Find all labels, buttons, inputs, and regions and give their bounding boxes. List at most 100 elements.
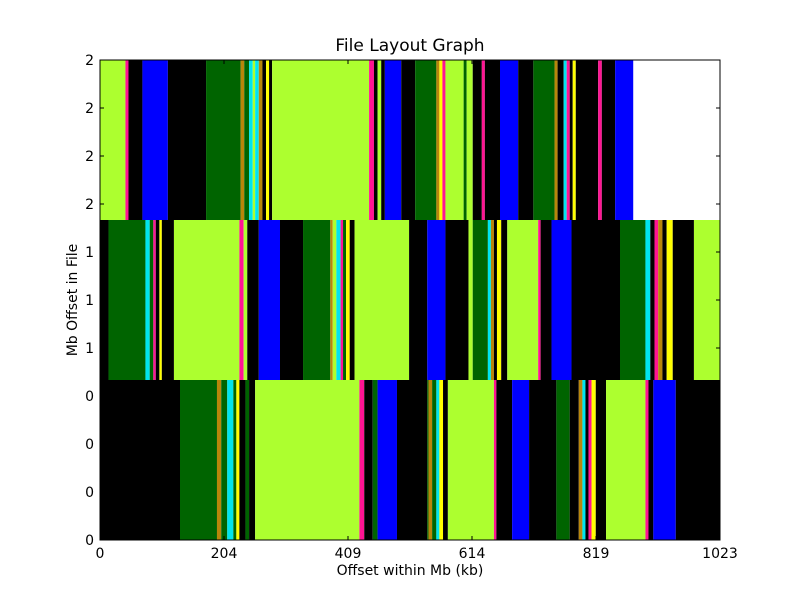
layout-segment bbox=[507, 220, 539, 380]
layout-segment bbox=[588, 380, 592, 540]
layout-segment bbox=[258, 220, 280, 380]
layout-segment bbox=[427, 380, 429, 540]
layout-segment bbox=[463, 60, 467, 220]
layout-segment bbox=[472, 60, 482, 220]
layout-segment bbox=[173, 220, 240, 380]
layout-segment bbox=[415, 60, 437, 220]
layout-segment bbox=[582, 380, 586, 540]
layout-segment bbox=[266, 60, 270, 220]
layout-segment bbox=[645, 380, 649, 540]
layout-segment bbox=[243, 220, 248, 380]
layout-segment bbox=[648, 380, 654, 540]
layout-segment bbox=[427, 220, 446, 380]
layout-segment bbox=[572, 60, 576, 220]
layout-segment bbox=[153, 220, 156, 380]
layout-segment bbox=[149, 220, 154, 380]
layout-segment bbox=[245, 380, 250, 540]
layout-segment bbox=[236, 380, 240, 540]
layout-segment bbox=[654, 220, 659, 380]
layout-segment bbox=[349, 220, 355, 380]
layout-segment bbox=[447, 380, 494, 540]
layout-segment bbox=[563, 60, 567, 220]
layout-segment bbox=[432, 380, 437, 540]
layout-segment bbox=[346, 220, 350, 380]
y-tick-label: 0 bbox=[85, 485, 94, 501]
layout-segment bbox=[269, 60, 273, 220]
layout-segment bbox=[180, 380, 217, 540]
layout-segment bbox=[591, 380, 596, 540]
layout-segment bbox=[666, 220, 673, 380]
mb-row-1 bbox=[100, 220, 720, 380]
x-axis-label: Offset within Mb (kb) bbox=[336, 563, 484, 579]
layout-segment bbox=[262, 60, 267, 220]
layout-segment bbox=[540, 220, 552, 380]
layout-segment bbox=[490, 220, 494, 380]
layout-segment bbox=[578, 380, 583, 540]
layout-segment bbox=[595, 380, 607, 540]
layout-segment bbox=[100, 380, 180, 540]
layout-segment bbox=[466, 60, 473, 220]
layout-segment bbox=[445, 220, 469, 380]
y-tick-label: 1 bbox=[85, 245, 94, 261]
layout-segment bbox=[100, 220, 109, 380]
layout-segment bbox=[585, 380, 589, 540]
layout-segment bbox=[255, 60, 259, 220]
layout-segment bbox=[672, 220, 694, 380]
layout-segment bbox=[529, 380, 557, 540]
layout-segment bbox=[381, 60, 385, 220]
layout-segment bbox=[493, 220, 497, 380]
layout-segment bbox=[244, 60, 250, 220]
layout-segment bbox=[569, 60, 573, 220]
layout-segment bbox=[239, 220, 244, 380]
layout-segment bbox=[620, 220, 646, 380]
chart-title: File Layout Graph bbox=[335, 36, 485, 56]
layout-segment bbox=[554, 60, 558, 220]
layout-segment bbox=[216, 380, 222, 540]
layout-segment bbox=[354, 220, 410, 380]
layout-segment bbox=[442, 60, 446, 220]
layout-segment bbox=[658, 220, 663, 380]
layout-segment bbox=[108, 220, 146, 380]
mb-row-0 bbox=[100, 380, 720, 540]
layout-segment bbox=[240, 60, 245, 220]
y-tick-label: 0 bbox=[85, 437, 94, 453]
layout-segment bbox=[303, 220, 331, 380]
layout-segment bbox=[252, 60, 256, 220]
layout-segment bbox=[249, 380, 256, 540]
layout-segment bbox=[409, 220, 428, 380]
layout-segment bbox=[533, 60, 555, 220]
x-tick-label: 614 bbox=[459, 546, 486, 562]
plot-frame bbox=[99, 59, 721, 541]
layout-segment bbox=[272, 60, 370, 220]
layout-segment bbox=[436, 380, 440, 540]
layout-segment bbox=[332, 220, 337, 380]
layout-segment bbox=[159, 220, 162, 380]
layout-segment bbox=[650, 220, 655, 380]
layout-segment bbox=[557, 60, 564, 220]
y-tick-label: 2 bbox=[85, 101, 94, 117]
layout-segment bbox=[439, 60, 443, 220]
x-tick-label: 1023 bbox=[702, 546, 738, 562]
layout-segment bbox=[566, 60, 570, 220]
layout-segment bbox=[340, 220, 344, 380]
layout-segment bbox=[377, 60, 382, 220]
y-tick-label: 0 bbox=[85, 389, 94, 405]
layout-segment bbox=[396, 380, 428, 540]
layout-segment bbox=[206, 60, 241, 220]
layout-segment bbox=[439, 380, 444, 540]
layout-segment bbox=[468, 220, 473, 380]
layout-segment bbox=[436, 60, 440, 220]
layout-segment bbox=[142, 60, 168, 220]
layout-segment bbox=[569, 380, 579, 540]
y-tick-label: 2 bbox=[85, 149, 94, 165]
layout-segment bbox=[330, 220, 333, 380]
layout-segment bbox=[364, 380, 373, 540]
layout-segment bbox=[233, 380, 237, 540]
layout-segment bbox=[633, 60, 720, 220]
x-tick-label: 409 bbox=[335, 546, 362, 562]
layout-segment bbox=[571, 220, 620, 380]
layout-segment bbox=[662, 220, 667, 380]
layout-segment bbox=[155, 220, 160, 380]
y-tick-label: 1 bbox=[85, 293, 94, 309]
